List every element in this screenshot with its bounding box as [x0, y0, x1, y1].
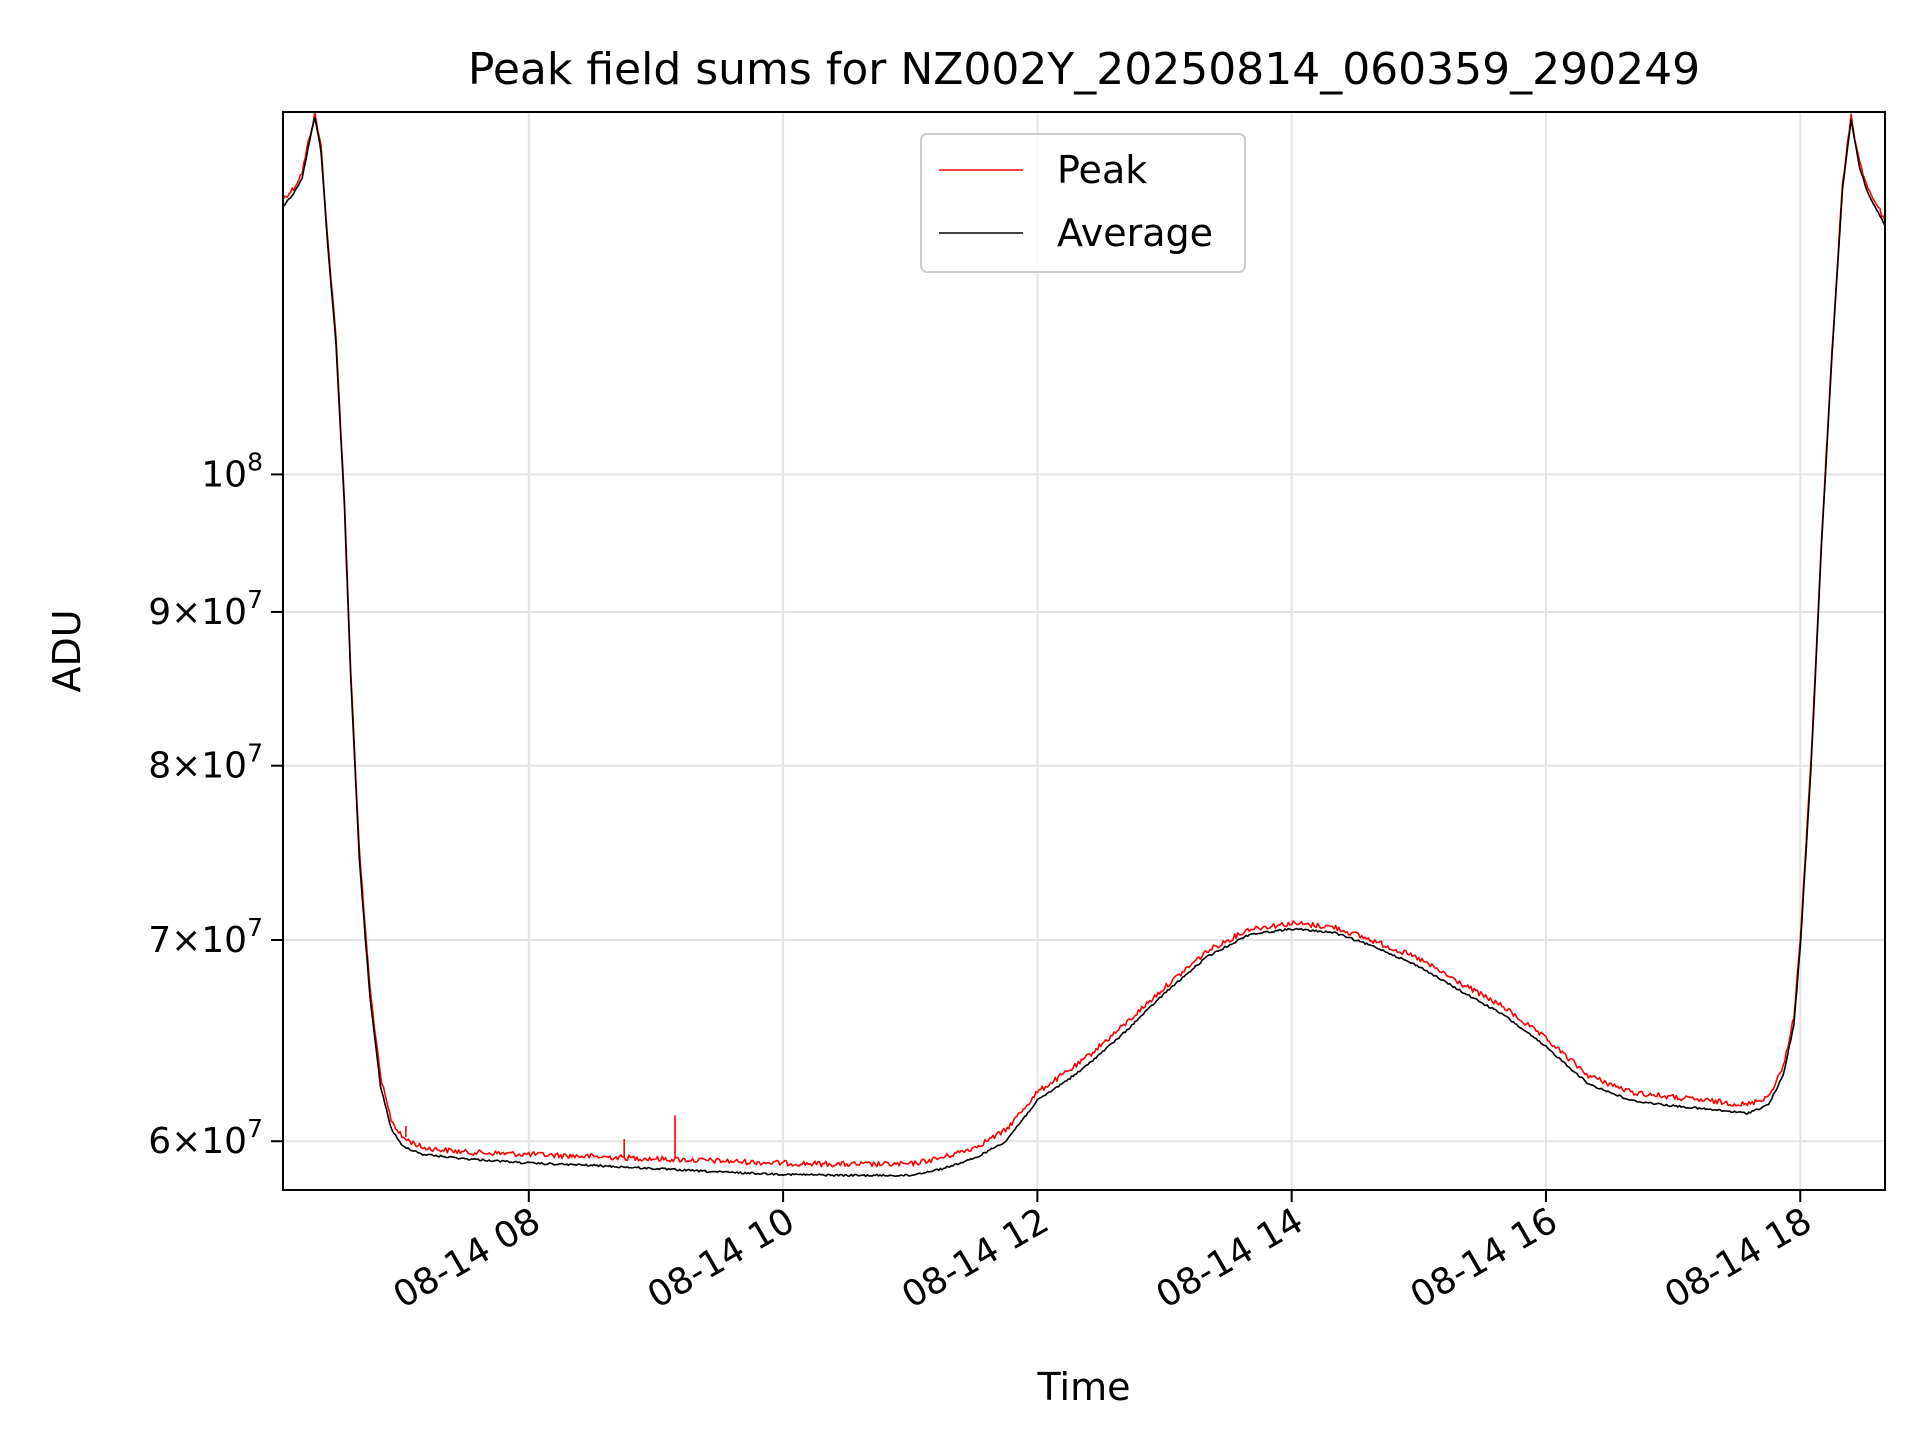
y-tick-label: 108 [201, 447, 263, 495]
y-tick-label: 7×107 [148, 913, 263, 961]
y-tick-label: 8×107 [148, 739, 263, 787]
legend: Peak Average [920, 133, 1246, 273]
chart-title: Peak field sums for NZ002Y_20250814_0603… [468, 44, 1700, 95]
x-axis-label: Time [1037, 1365, 1131, 1409]
y-axis-label: ADU [45, 609, 89, 692]
y-tick-label: 9×107 [148, 585, 263, 633]
plot-area [283, 112, 1885, 1178]
legend-peak-label: Peak [1057, 148, 1147, 192]
y-axis-ticks: 6×107 7×107 8×107 9×107 108 [148, 447, 283, 1162]
legend-box [920, 133, 1246, 273]
grid-lines [283, 112, 1885, 1190]
y-tick-label: 6×107 [148, 1114, 263, 1162]
series-layer [283, 112, 1885, 1178]
plot-frame [282, 111, 1886, 1191]
series-line-peak [283, 112, 1885, 1168]
legend-average-label: Average [1057, 211, 1213, 255]
series-line-average [283, 117, 1885, 1178]
